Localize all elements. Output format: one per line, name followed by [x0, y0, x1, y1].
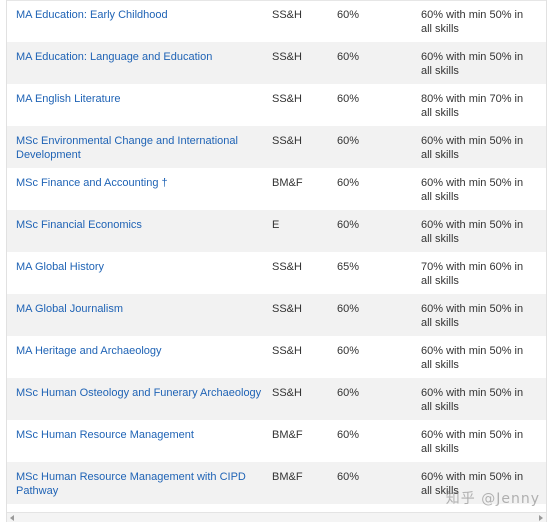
- faculty-cell: SS&H: [272, 261, 302, 273]
- requirement-line: 60% with min 50% in: [421, 177, 524, 189]
- requirement-line: 60% with min 50% in: [421, 9, 524, 21]
- faculty-cell: E: [272, 219, 280, 231]
- overall-score-cell: 60%: [337, 135, 360, 147]
- requirement-line: all skills: [421, 359, 459, 371]
- table-row: MA English Literature SS&H 60% 80% with min…: [7, 84, 546, 126]
- requirement-line: all skills: [421, 23, 459, 35]
- overall-score-cell: 60%: [337, 51, 360, 63]
- faculty-cell: SS&H: [272, 9, 302, 21]
- skills-requirement-cell: 60% with min 50% in all skills: [421, 302, 536, 330]
- skills-requirement-cell: 70% with min 60% in all skills: [421, 260, 536, 288]
- requirement-line: 60% with min 50% in: [421, 345, 524, 357]
- requirement-line: 60% with min 50% in: [421, 135, 524, 147]
- skills-requirement-cell: 80% with min 70% in all skills: [421, 92, 536, 120]
- requirement-line: all skills: [421, 275, 459, 287]
- course-link[interactable]: MSc Financial Economics: [16, 219, 142, 231]
- skills-requirement-cell: 60% with min 50% in all skills: [421, 218, 536, 246]
- faculty-cell: SS&H: [272, 387, 302, 399]
- table-row: MSc Human Resource Management BM&F 60% 60% …: [7, 420, 546, 462]
- overall-score-cell: 60%: [337, 387, 360, 399]
- overall-score-cell: 60%: [337, 345, 360, 357]
- requirement-line: 60% with min 50% in: [421, 471, 524, 483]
- table-row: MA Global History SS&H 65% 70% with min 60%…: [7, 252, 546, 294]
- requirement-line: 70% with min 60% in: [421, 261, 524, 273]
- faculty-cell: SS&H: [272, 345, 302, 357]
- faculty-cell: BM&F: [272, 177, 303, 189]
- table-row: MA Education: Language and Education SS&H…: [7, 42, 546, 84]
- requirement-line: 60% with min 50% in: [421, 429, 524, 441]
- table-row: MSc Finance and Accounting † BM&F 60% 60% w…: [7, 168, 546, 210]
- requirement-line: 60% with min 50% in: [421, 303, 524, 315]
- requirement-line: all skills: [421, 317, 459, 329]
- horizontal-scrollbar[interactable]: [7, 512, 546, 522]
- course-link[interactable]: MSc Human Osteology and Funerary Archaeo…: [16, 387, 262, 399]
- skills-requirement-cell: 60% with min 50% in all skills: [421, 134, 536, 162]
- faculty-cell: SS&H: [272, 51, 302, 63]
- faculty-cell: SS&H: [272, 303, 302, 315]
- skills-requirement-cell: 60% with min 50% in all skills: [421, 8, 536, 36]
- overall-score-cell: 60%: [337, 303, 360, 315]
- requirement-line: 60% with min 50% in: [421, 219, 524, 231]
- overall-score-cell: 65%: [337, 261, 360, 273]
- faculty-cell: SS&H: [272, 135, 302, 147]
- requirement-line: all skills: [421, 107, 459, 119]
- requirement-line: 60% with min 50% in: [421, 51, 524, 63]
- course-link[interactable]: MA Global History: [16, 261, 105, 273]
- course-link[interactable]: MSc Human Resource Management with CIPD …: [16, 471, 246, 497]
- table-row: MSc Human Resource Management with CIPD …: [7, 462, 546, 504]
- requirement-line: all skills: [421, 65, 459, 77]
- course-table: MA Education: Early Childhood SS&H 60% 60% …: [7, 0, 546, 504]
- requirement-line: all skills: [421, 443, 459, 455]
- requirement-line: all skills: [421, 191, 459, 203]
- overall-score-cell: 60%: [337, 9, 360, 21]
- course-link[interactable]: MA Education: Early Childhood: [16, 9, 168, 21]
- faculty-cell: BM&F: [272, 429, 303, 441]
- skills-requirement-cell: 60% with min 50% in all skills: [421, 176, 536, 204]
- course-link[interactable]: MA English Literature: [16, 93, 121, 105]
- overall-score-cell: 60%: [337, 471, 360, 483]
- table-row: MA Education: Early Childhood SS&H 60% 60% …: [7, 0, 546, 42]
- overall-score-cell: 60%: [337, 177, 360, 189]
- course-link[interactable]: MA Global Journalism: [16, 303, 123, 315]
- table-row: MSc Financial Economics E 60% 60% with min …: [7, 210, 546, 252]
- course-link[interactable]: MSc Finance and Accounting †: [16, 177, 168, 189]
- overall-score-cell: 60%: [337, 429, 360, 441]
- overall-score-cell: 60%: [337, 219, 360, 231]
- scroll-left-icon[interactable]: [10, 515, 14, 521]
- table-row: MA Global Journalism SS&H 60% 60% with min …: [7, 294, 546, 336]
- skills-requirement-cell: 60% with min 50% in all skills: [421, 470, 536, 498]
- requirement-line: 60% with min 50% in: [421, 387, 524, 399]
- scroll-right-icon[interactable]: [539, 515, 543, 521]
- table-top-border: [7, 0, 546, 1]
- course-link[interactable]: MA Education: Language and Education: [16, 51, 213, 63]
- faculty-cell: BM&F: [272, 471, 303, 483]
- table-row: MSc Human Osteology and Funerary Archaeo…: [7, 378, 546, 420]
- skills-requirement-cell: 60% with min 50% in all skills: [421, 386, 536, 414]
- course-link[interactable]: MSc Human Resource Management: [16, 429, 194, 441]
- watermark: 知乎 @Jenny: [445, 491, 540, 507]
- requirement-line: all skills: [421, 149, 459, 161]
- skills-requirement-cell: 60% with min 50% in all skills: [421, 50, 536, 78]
- table-row: MA Heritage and Archaeology SS&H 60% 60% wi…: [7, 336, 546, 378]
- requirement-line: all skills: [421, 233, 459, 245]
- skills-requirement-cell: 60% with min 50% in all skills: [421, 344, 536, 372]
- faculty-cell: SS&H: [272, 93, 302, 105]
- table-container: MA Education: Early Childhood SS&H 60% 60% …: [6, 0, 547, 522]
- requirement-line: all skills: [421, 401, 459, 413]
- overall-score-cell: 60%: [337, 93, 360, 105]
- course-link[interactable]: MA Heritage and Archaeology: [16, 345, 162, 357]
- requirement-line: all skills: [421, 485, 459, 497]
- course-link[interactable]: MSc Environmental Change and Internation…: [16, 135, 238, 161]
- skills-requirement-cell: 60% with min 50% in all skills: [421, 428, 536, 456]
- requirement-line: 80% with min 70% in: [421, 93, 524, 105]
- table-row: MSc Environmental Change and Internation…: [7, 126, 546, 168]
